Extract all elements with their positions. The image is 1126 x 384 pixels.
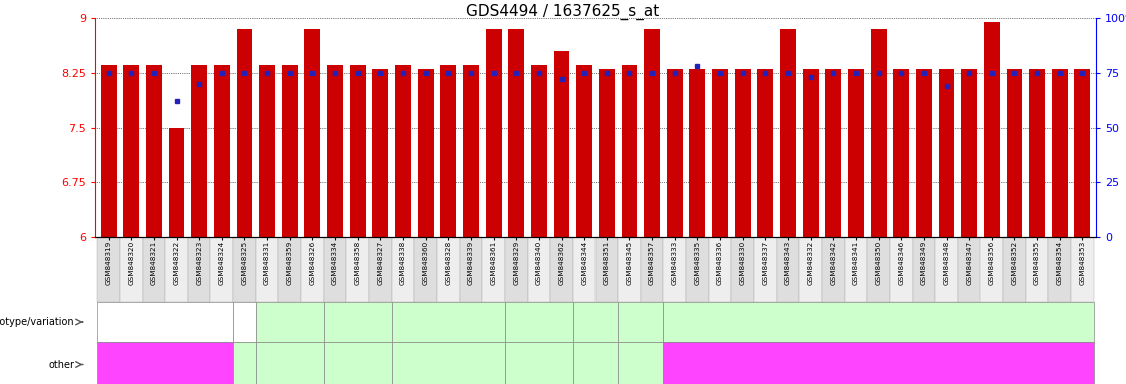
Text: total lengt
h deleted:
1003.6 kb: total lengt h deleted: 1003.6 kb bbox=[620, 349, 661, 379]
Bar bbox=[1052, 69, 1067, 237]
Bar bbox=[825, 69, 841, 237]
Bar bbox=[870, 29, 886, 237]
Text: Df(2L)ED3/+: Df(2L)ED3/+ bbox=[515, 318, 563, 326]
Bar bbox=[893, 69, 909, 237]
Bar bbox=[1074, 69, 1090, 237]
Bar bbox=[395, 65, 411, 237]
Bar bbox=[599, 69, 615, 237]
Text: total length dele
ted: 479.1 kb: total length dele ted: 479.1 kb bbox=[258, 355, 322, 374]
Text: genotype/variation: genotype/variation bbox=[0, 317, 74, 327]
Text: total length dele
ted: 843.2 kb: total length dele ted: 843.2 kb bbox=[507, 355, 571, 374]
Text: Df(2R)ED1612/
+: Df(2R)ED1612/ + bbox=[420, 312, 476, 332]
Text: Df(3R)ED
5071/+: Df(3R)ED 5071/+ bbox=[578, 312, 614, 332]
Bar bbox=[259, 65, 275, 237]
Bar bbox=[485, 29, 501, 237]
Bar bbox=[214, 65, 230, 237]
Text: total lengt
h deleted:
755.4 kb: total lengt h deleted: 755.4 kb bbox=[575, 349, 616, 379]
Bar bbox=[667, 69, 682, 237]
Text: total length dele
ted: 829.1 kb: total length dele ted: 829.1 kb bbox=[417, 355, 480, 374]
Text: Df(2L)ED45
59/+: Df(2L)ED45 59/+ bbox=[268, 312, 312, 332]
Bar bbox=[373, 69, 388, 237]
Bar bbox=[803, 69, 819, 237]
Bar bbox=[962, 69, 977, 237]
Bar bbox=[780, 29, 796, 237]
Bar bbox=[622, 65, 637, 237]
Bar bbox=[1007, 69, 1022, 237]
Bar bbox=[531, 65, 547, 237]
Bar bbox=[328, 65, 343, 237]
Text: other: other bbox=[48, 359, 74, 369]
Bar bbox=[350, 65, 366, 237]
Text: total length deleted: n/a: total length deleted: n/a bbox=[118, 360, 212, 369]
Bar bbox=[191, 65, 207, 237]
Bar bbox=[124, 65, 140, 237]
Bar bbox=[712, 69, 729, 237]
Bar bbox=[554, 51, 570, 237]
Text: wild type: wild type bbox=[148, 318, 182, 326]
Bar bbox=[1029, 69, 1045, 237]
Text: Df(2R)ED1770/
+: Df(2R)ED1770/ + bbox=[329, 312, 386, 332]
Bar bbox=[418, 69, 434, 237]
Bar bbox=[440, 65, 456, 237]
Bar bbox=[463, 65, 479, 237]
Bar bbox=[304, 29, 320, 237]
Text: total length del
eted: 551.9 kb: total length del eted: 551.9 kb bbox=[328, 355, 387, 374]
Bar bbox=[100, 65, 116, 237]
Text: many Df combos: many Df combos bbox=[847, 318, 911, 326]
Bar bbox=[282, 65, 297, 237]
Bar bbox=[169, 127, 185, 237]
Text: total length deleted: n/a: total length deleted: n/a bbox=[832, 360, 926, 369]
Bar bbox=[508, 29, 525, 237]
Bar bbox=[758, 69, 774, 237]
Text: GDS4494 / 1637625_s_at: GDS4494 / 1637625_s_at bbox=[466, 4, 660, 20]
Bar bbox=[915, 69, 932, 237]
Bar bbox=[644, 29, 660, 237]
Bar bbox=[984, 22, 1000, 237]
Text: Df(3R)ED
7665/+: Df(3R)ED 7665/+ bbox=[623, 312, 659, 332]
Bar bbox=[939, 69, 955, 237]
Bar bbox=[236, 29, 252, 237]
Bar bbox=[689, 69, 705, 237]
Bar bbox=[577, 65, 592, 237]
Bar bbox=[146, 65, 162, 237]
Text: total length dele
ted: 70.9 kb: total length dele ted: 70.9 kb bbox=[213, 355, 276, 374]
Text: Df(3R)ED10953
/+: Df(3R)ED10953 /+ bbox=[215, 312, 275, 332]
Bar bbox=[735, 69, 751, 237]
Bar bbox=[848, 69, 864, 237]
